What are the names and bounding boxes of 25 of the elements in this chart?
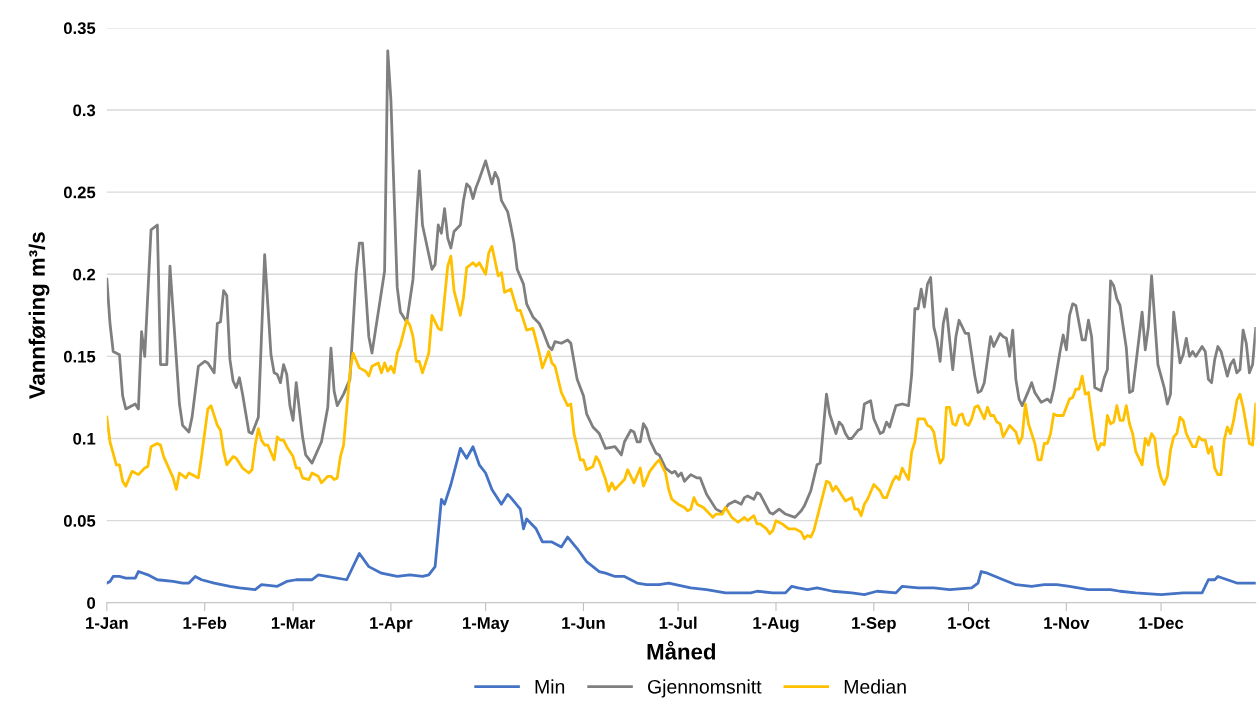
x-tick-label: 1-Nov <box>1044 617 1090 629</box>
y-tick-label: 0 <box>87 597 96 609</box>
x-tick-label: 1-Apr <box>370 617 413 633</box>
legend-label: Min <box>535 679 565 694</box>
x-axis-title: Måned <box>647 641 716 660</box>
y-tick-label: 0.35 <box>63 22 96 35</box>
x-tick-label: 1-Feb <box>183 616 227 629</box>
y-tick-label: 0.05 <box>63 515 96 527</box>
y-tick-label: 0.25 <box>63 186 96 199</box>
x-tick-label: 1-Jan <box>86 617 128 629</box>
x-tick-label: 1-Sep <box>852 617 896 633</box>
x-tick-label: 1-Dec <box>1139 617 1184 629</box>
y-axis-title: Vannføring m³/s <box>28 232 50 400</box>
x-tick-label: 1-Jun <box>562 617 605 629</box>
y-tick-label: 0.2 <box>73 268 96 281</box>
y-tick-label: 0.3 <box>73 104 96 117</box>
legend-label: Median <box>844 679 906 694</box>
x-tick-label: 1-May <box>463 617 510 633</box>
y-tick-label: 0.15 <box>63 350 96 363</box>
x-tick-label: 1-Mar <box>271 617 316 629</box>
legend-label: Gjennomsnitt <box>648 679 762 698</box>
x-tick-label: 1-Oct <box>948 617 990 629</box>
x-tick-label: 1-Jul <box>659 616 697 629</box>
y-tick-label: 0.1 <box>73 432 96 445</box>
x-tick-label: 1-Aug <box>753 617 799 633</box>
